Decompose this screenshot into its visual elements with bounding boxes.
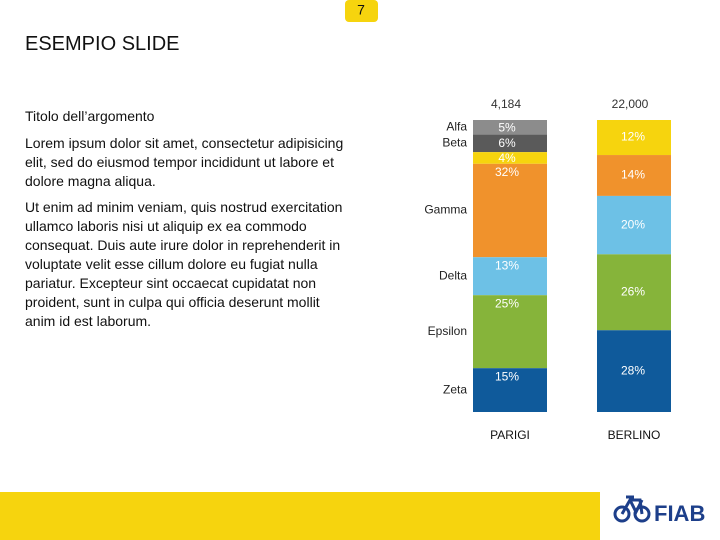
slide-title: ESEMPIO SLIDE <box>25 33 180 55</box>
legend-label: Beta <box>442 136 467 150</box>
legend-label: Zeta <box>443 382 467 396</box>
subtitle: Titolo dell’argomento <box>25 108 155 124</box>
data-label: 26% <box>621 284 645 298</box>
bar-segment <box>473 120 547 135</box>
bar-segment <box>473 295 547 369</box>
bar-segment <box>473 134 547 153</box>
legend-label: Delta <box>439 268 467 282</box>
bike-icon <box>613 495 651 523</box>
data-label: 12% <box>621 130 645 144</box>
x-tick-label: BERLINO <box>608 428 661 442</box>
data-label: 32% <box>495 165 519 179</box>
data-label: 25% <box>495 296 519 310</box>
paragraph: Ut enim ad minim veniam, quis nostrud ex… <box>25 199 343 329</box>
data-label: 20% <box>621 217 645 231</box>
total-label: 4,184 <box>491 97 521 111</box>
legend-label: Epsilon <box>428 324 467 338</box>
bar-segment <box>473 257 547 296</box>
data-label: 15% <box>495 369 519 383</box>
data-label: 28% <box>621 363 645 377</box>
data-label: 6% <box>498 136 516 150</box>
bar-segment <box>473 163 547 258</box>
bar-segment <box>473 152 547 164</box>
data-label: 5% <box>498 120 516 134</box>
bar-segment <box>473 368 547 412</box>
logo-area <box>600 478 720 540</box>
legend-label: Gamma <box>424 203 467 217</box>
data-label: 13% <box>495 258 519 272</box>
logo-text: FIAB <box>654 501 705 526</box>
bar-segment <box>597 195 671 255</box>
paragraph: Lorem ipsum dolor sit amet, consectetur … <box>25 135 344 189</box>
total-label: 22,000 <box>612 97 649 111</box>
data-label: 14% <box>621 168 645 182</box>
bar-segment <box>597 155 671 196</box>
legend-label: Alfa <box>446 119 467 133</box>
x-tick-label: PARIGI <box>490 428 530 442</box>
bar-segment <box>597 254 671 331</box>
page-number: 7 <box>357 2 365 18</box>
bar-segment <box>597 120 671 156</box>
page-tab <box>345 0 378 22</box>
bar-segment <box>597 330 671 412</box>
data-label: 4% <box>498 151 516 165</box>
